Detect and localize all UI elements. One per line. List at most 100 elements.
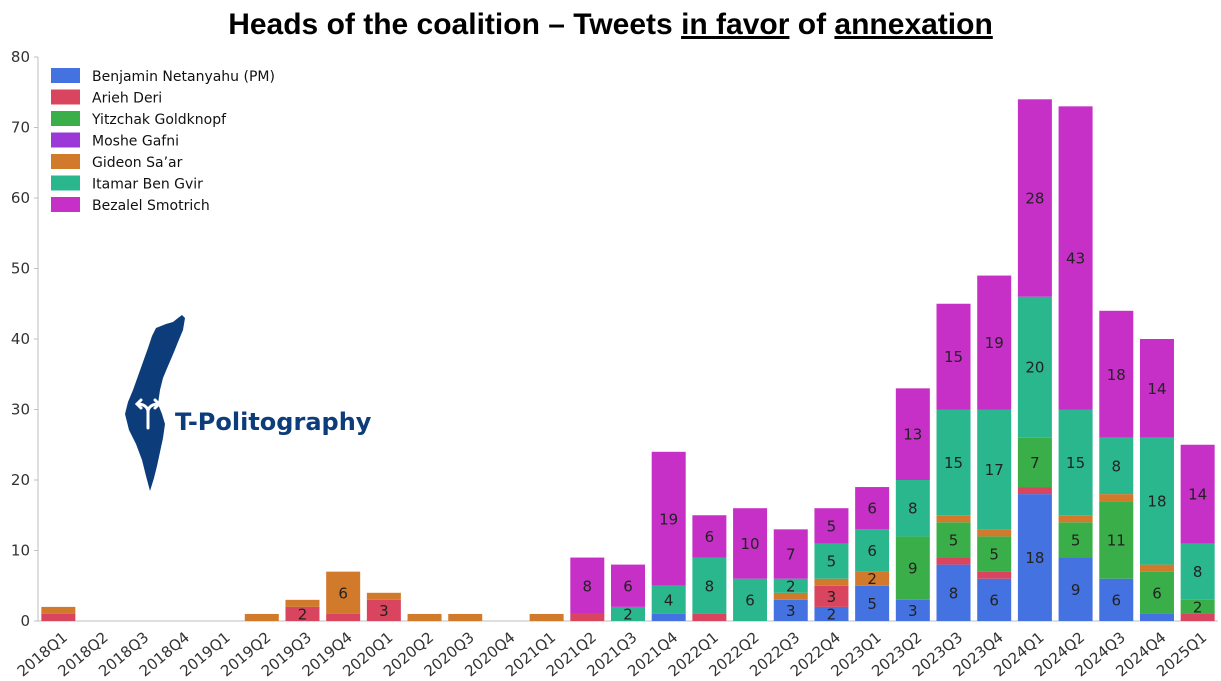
bar-segment (41, 613, 76, 621)
y-tick-label: 60 (11, 189, 30, 207)
data-label: 14 (1188, 486, 1207, 504)
y-tick-label: 40 (11, 330, 30, 348)
data-label: 3 (379, 602, 389, 620)
title-part-annexation: annexation (834, 8, 993, 41)
legend-swatch (51, 154, 80, 169)
data-label: 2 (867, 570, 877, 588)
data-label: 6 (745, 591, 755, 609)
bar-segment (326, 571, 361, 614)
bar-segment (855, 529, 890, 572)
bar-segment (651, 613, 686, 621)
data-label: 6 (705, 528, 715, 546)
bar-segment (1017, 437, 1052, 488)
data-label: 2 (623, 605, 633, 623)
bar-segment (1139, 339, 1174, 438)
bar-segment (1180, 613, 1215, 621)
bar-segment (977, 275, 1012, 410)
bar-segment (1099, 494, 1134, 502)
data-label: 15 (1066, 454, 1085, 472)
bar-segment (570, 557, 605, 614)
data-label: 6 (989, 591, 999, 609)
legend-swatch (51, 111, 80, 126)
bar-segment (977, 578, 1012, 621)
bar-segment (936, 564, 971, 621)
bar-segment (611, 564, 645, 607)
data-label: 8 (705, 577, 715, 595)
bar-segment (895, 480, 930, 537)
title-part-in-favor: in favor (681, 8, 790, 41)
data-label: 6 (867, 500, 877, 518)
data-label: 8 (908, 500, 918, 518)
data-label: 18 (1107, 366, 1126, 384)
bar-segment (814, 578, 849, 586)
data-label: 20 (1025, 359, 1044, 377)
data-label: 5 (827, 553, 837, 571)
data-label: 8 (1112, 457, 1122, 475)
bar-segment (1180, 599, 1215, 614)
data-label: 9 (1071, 581, 1081, 599)
bar-segment (1058, 106, 1093, 410)
direction-arrows-icon (134, 398, 162, 430)
data-label: 7 (786, 546, 796, 564)
data-label: 15 (944, 348, 963, 366)
legend-label: Yitzchak Goldknopf (91, 112, 227, 128)
bar-segment (1180, 444, 1215, 544)
data-label: 6 (623, 577, 633, 595)
title-part-1: Heads of the coalition – Tweets (228, 8, 682, 41)
data-label: 13 (903, 426, 922, 444)
legend-label: Gideon Sa’ar (92, 155, 183, 171)
bar-segment (936, 515, 971, 523)
y-tick-label: 20 (11, 471, 30, 489)
bar-segment (1180, 543, 1215, 600)
bar-segment (855, 487, 890, 530)
y-tick-label: 70 (11, 119, 30, 137)
legend-swatch (51, 197, 80, 212)
bar-segment (773, 578, 808, 593)
bar-segment (814, 508, 849, 544)
legend-label: Moshe Gafni (92, 134, 179, 150)
data-label: 4 (664, 591, 674, 609)
y-tick-label: 10 (11, 542, 30, 560)
bar-segment (407, 613, 442, 621)
bar-segment (366, 592, 401, 600)
legend-swatch (51, 68, 80, 83)
bar-segment (1139, 571, 1174, 614)
bar-segment (773, 592, 808, 600)
legend-swatch (51, 132, 80, 148)
y-tick-label: 80 (11, 48, 30, 66)
bar-segment (326, 613, 361, 621)
bar-segment (651, 451, 686, 586)
data-label: 14 (1147, 380, 1166, 398)
y-tick-label: 0 (20, 612, 30, 630)
bar-segment (244, 613, 279, 621)
bar-segment (366, 599, 401, 621)
bar-segment (977, 529, 1012, 537)
bar-segment (895, 536, 930, 600)
data-label: 15 (944, 454, 963, 472)
bar-segment (1017, 296, 1052, 438)
y-tick-label: 30 (11, 401, 30, 419)
data-label: 5 (949, 531, 959, 549)
data-label: 9 (908, 560, 918, 578)
data-label: 5 (1071, 531, 1081, 549)
bar-segment (651, 585, 686, 614)
data-label: 6 (338, 584, 348, 602)
legend: Benjamin Netanyahu (PM) Arieh Deri Yitzcha… (51, 68, 275, 214)
data-label: 8 (949, 584, 959, 602)
bar-segment (692, 613, 727, 621)
chart-title: Heads of the coalition – Tweets in favor… (0, 8, 1221, 42)
bar-segment (1099, 437, 1134, 495)
legend-label: Itamar Ben Gvir (92, 177, 203, 193)
bar-segment (1017, 487, 1052, 495)
data-label: 5 (827, 517, 837, 535)
bar-segment (1139, 613, 1174, 621)
y-tick-label: 50 (11, 260, 30, 278)
bar-segment (41, 606, 76, 614)
bar-segment (1099, 501, 1134, 579)
data-label: 2 (786, 577, 796, 595)
legend-swatch (51, 175, 80, 191)
data-label: 8 (1193, 563, 1203, 581)
bar-segment (733, 578, 768, 621)
